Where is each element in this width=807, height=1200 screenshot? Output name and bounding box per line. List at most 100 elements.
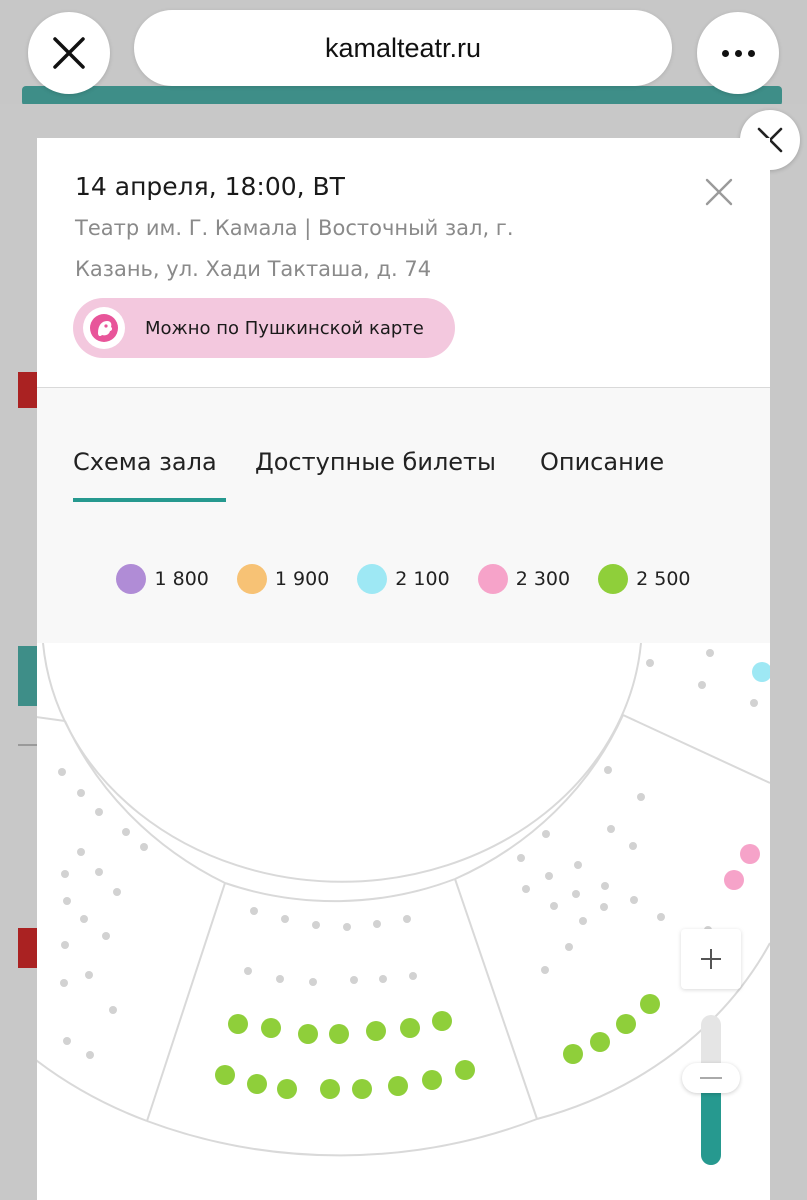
url-text: kamalteatr.ru (324, 32, 482, 63)
hall-scheme[interactable] (37, 642, 770, 1200)
zoom-slider-fill (701, 1083, 721, 1165)
price-legend: 1 800 1 900 2 100 2 300 2 500 (37, 564, 770, 594)
seat-unavailable (379, 975, 387, 983)
modal-close-button[interactable] (701, 174, 737, 210)
seat-unavailable (409, 972, 417, 980)
legend-price: 2 100 (395, 568, 450, 590)
tab-available-tickets[interactable]: Доступные билеты (255, 448, 496, 476)
seat-available-2500[interactable] (261, 1018, 281, 1038)
seat-unavailable (698, 681, 706, 689)
seat-available-2500[interactable] (455, 1060, 475, 1080)
seat-unavailable (276, 975, 284, 983)
tab-description[interactable]: Описание (540, 448, 665, 476)
seat-available-2500[interactable] (432, 1011, 452, 1031)
more-icon (721, 49, 755, 57)
seat-unavailable (343, 923, 351, 931)
background-buy-button (22, 86, 782, 106)
zoom-in-button[interactable] (681, 929, 741, 989)
seat-unavailable (244, 967, 252, 975)
seat-available-2500[interactable] (247, 1074, 267, 1094)
seat-available-2500[interactable] (590, 1032, 610, 1052)
seat-available-2500[interactable] (320, 1079, 340, 1099)
seat-unavailable (350, 976, 358, 984)
legend-dot (236, 564, 267, 594)
seat-available-2100[interactable] (752, 662, 770, 682)
seat-available-2500[interactable] (640, 994, 660, 1014)
legend-price: 1 800 (154, 568, 209, 590)
legend-item[interactable]: 2 300 (477, 564, 570, 594)
seat-unavailable (61, 870, 69, 878)
seat-available-2500[interactable] (366, 1021, 386, 1041)
seat-available-2500[interactable] (352, 1079, 372, 1099)
seat-unavailable (706, 649, 714, 657)
seat-available-2500[interactable] (298, 1024, 318, 1044)
seat-unavailable (60, 979, 68, 987)
seat-unavailable (646, 659, 654, 667)
seat-available-2500[interactable] (277, 1079, 297, 1099)
seat-unavailable (312, 921, 320, 929)
seat-unavailable (77, 789, 85, 797)
seat-available-2300[interactable] (724, 870, 744, 890)
event-datetime: 14 апреля, 18:00, ВТ (75, 172, 345, 201)
close-icon (705, 178, 733, 206)
legend-item[interactable]: 2 500 (598, 564, 691, 594)
pushkin-card-icon (83, 307, 125, 349)
seat-unavailable (63, 1037, 71, 1045)
tabs-section: Схема зала Доступные билеты Описание 1 8… (37, 388, 770, 643)
seat-unavailable (140, 843, 148, 851)
seat-available-2500[interactable] (329, 1024, 349, 1044)
seat-unavailable (95, 808, 103, 816)
url-bar[interactable]: kamalteatr.ru (134, 10, 672, 86)
seat-available-2500[interactable] (563, 1044, 583, 1064)
event-venue: Театр им. Г. Камала | Восточный зал, г. … (75, 208, 635, 290)
seat-unavailable (579, 917, 587, 925)
pushkin-card-label: Можно по Пушкинской карте (145, 317, 424, 339)
event-header: 14 апреля, 18:00, ВТ Театр им. Г. Камала… (37, 138, 770, 388)
seat-unavailable (309, 978, 317, 986)
browser-menu-button[interactable] (697, 12, 779, 94)
seat-unavailable (545, 872, 553, 880)
legend-item[interactable]: 1 800 (116, 564, 209, 594)
seat-unavailable (574, 861, 582, 869)
seat-available-2500[interactable] (228, 1014, 248, 1034)
legend-item[interactable]: 1 900 (236, 564, 329, 594)
background-red-badge (18, 928, 38, 968)
close-icon (53, 37, 85, 69)
seat-unavailable (607, 825, 615, 833)
background-teal-block (18, 646, 38, 706)
seat-unavailable (86, 1051, 94, 1059)
seat-available-2500[interactable] (215, 1065, 235, 1085)
zoom-slider-thumb[interactable] (682, 1063, 740, 1093)
seat-unavailable (629, 842, 637, 850)
seat-unavailable (630, 896, 638, 904)
plus-icon (701, 949, 721, 969)
seat-unavailable (601, 882, 609, 890)
legend-dot (357, 564, 388, 594)
seat-unavailable (572, 890, 580, 898)
seat-unavailable (250, 907, 258, 915)
tab-hall-scheme[interactable]: Схема зала (73, 448, 217, 476)
seat-unavailable (542, 830, 550, 838)
seat-unavailable (102, 932, 110, 940)
seat-available-2500[interactable] (388, 1076, 408, 1096)
seat-unavailable (113, 888, 121, 896)
seat-unavailable (95, 868, 103, 876)
seat-unavailable (373, 920, 381, 928)
minus-icon (700, 1077, 722, 1079)
seat-unavailable (750, 699, 758, 707)
seat-available-2500[interactable] (422, 1070, 442, 1090)
browser-close-button[interactable] (28, 12, 110, 94)
seat-unavailable (550, 902, 558, 910)
seat-unavailable (80, 915, 88, 923)
seat-unavailable (109, 1006, 117, 1014)
seat-unavailable (63, 897, 71, 905)
event-modal: 14 апреля, 18:00, ВТ Театр им. Г. Камала… (37, 138, 770, 1200)
seat-map[interactable] (37, 642, 770, 1200)
seat-available-2500[interactable] (616, 1014, 636, 1034)
legend-item[interactable]: 2 100 (357, 564, 450, 594)
seat-unavailable (77, 848, 85, 856)
active-tab-indicator (73, 498, 226, 502)
seat-available-2300[interactable] (740, 844, 760, 864)
seat-unavailable (604, 766, 612, 774)
seat-available-2500[interactable] (400, 1018, 420, 1038)
